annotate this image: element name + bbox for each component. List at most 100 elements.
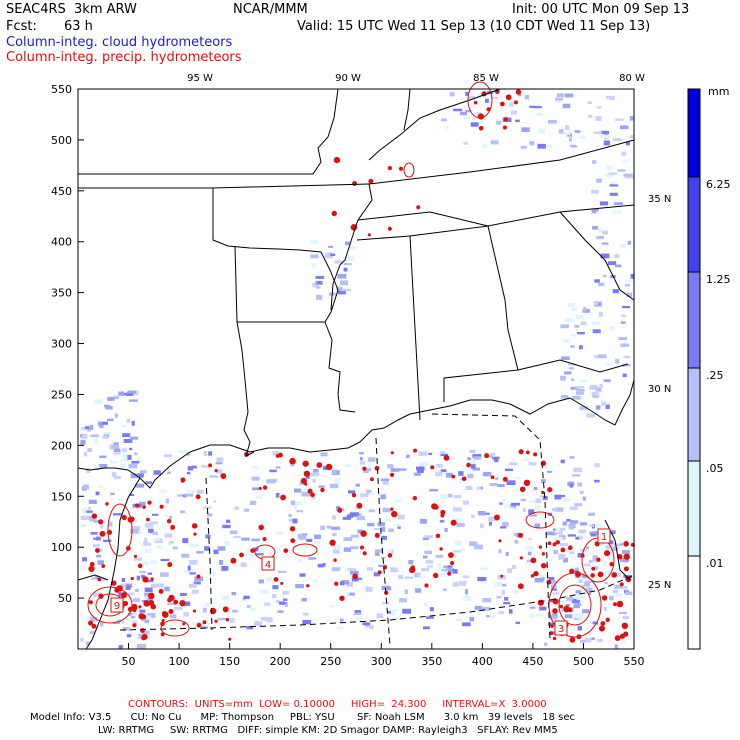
cloud-cell xyxy=(554,537,563,541)
cloud-cell xyxy=(528,462,537,466)
precip-cell xyxy=(389,472,395,477)
cloud-cell xyxy=(144,522,154,528)
cloud-cell xyxy=(120,459,129,462)
cloud-cell xyxy=(293,501,303,506)
cloud-cell xyxy=(496,595,502,599)
precip-cell xyxy=(111,581,116,586)
cloud-cell xyxy=(553,549,559,555)
cloud-cell xyxy=(626,292,633,298)
cloud-cell xyxy=(318,485,325,488)
cloud-cell xyxy=(137,457,142,463)
cloud-cell xyxy=(585,587,593,592)
colorbar-band-6 xyxy=(688,556,700,649)
cloud-cell xyxy=(208,451,213,456)
precip-cell xyxy=(500,101,505,107)
cloud-cell xyxy=(353,612,362,616)
precip-cell xyxy=(411,565,415,569)
contour-value-boxes: 4 9 3 1 xyxy=(110,528,611,636)
cloud-cell xyxy=(603,606,608,612)
cloud-cell xyxy=(103,431,112,435)
cloud-cell xyxy=(452,550,462,553)
contour-ring xyxy=(292,543,318,557)
cloud-cell xyxy=(126,392,134,396)
cloud-cell xyxy=(565,125,570,131)
cloud-cell xyxy=(579,345,583,350)
cloud-cell xyxy=(610,546,619,552)
precip-cell xyxy=(222,606,229,613)
precip-cell xyxy=(623,541,629,547)
precip-cell xyxy=(97,577,102,582)
cloud-cell xyxy=(498,611,505,615)
cloud-cell xyxy=(566,596,574,601)
cloud-cell xyxy=(443,588,447,592)
precip-cell xyxy=(525,450,530,455)
cloud-cell xyxy=(113,448,121,453)
cloud-cell xyxy=(178,450,187,454)
cloud-cell xyxy=(421,567,430,572)
cloud-cell xyxy=(82,557,88,562)
contour-box-3 xyxy=(554,620,568,636)
cloud-cell xyxy=(514,589,520,594)
cloud-cell xyxy=(381,602,389,605)
cloud-cell xyxy=(167,602,177,606)
precip-cell xyxy=(180,477,186,483)
cloud-cell xyxy=(547,580,557,585)
cloud-cell xyxy=(183,601,191,607)
cloud-cell xyxy=(128,592,135,596)
cloud-cell xyxy=(563,498,571,503)
cloud-cell xyxy=(380,494,386,500)
cloud-cell xyxy=(144,579,154,583)
cloud-cell xyxy=(112,621,121,624)
precip-cell xyxy=(369,477,374,482)
cloud-cell xyxy=(187,565,191,571)
cloud-cell xyxy=(528,537,532,541)
cloud-cell xyxy=(100,524,104,529)
precip-cell xyxy=(150,577,154,581)
cloud-cell xyxy=(422,626,430,630)
cloud-cell xyxy=(131,460,140,464)
cloud-cell xyxy=(483,471,492,477)
precip-cell xyxy=(552,636,557,641)
contour-box-4 xyxy=(261,556,275,571)
precip-cell xyxy=(362,466,367,471)
precip-cell xyxy=(390,451,394,455)
cloud-cell xyxy=(218,559,224,565)
cloud-cell xyxy=(438,566,447,570)
cloud-cell xyxy=(469,450,476,453)
cloud-cell xyxy=(81,508,87,514)
cloud-cell xyxy=(382,507,392,513)
precip-cell xyxy=(430,465,435,470)
precip-cell xyxy=(466,462,471,468)
cloud-cell xyxy=(417,470,424,473)
cloud-cell xyxy=(86,468,91,474)
cloud-cell xyxy=(619,244,627,248)
cloud-cell xyxy=(469,541,478,547)
cloud-cell xyxy=(564,371,572,375)
cloud-cell xyxy=(402,608,412,614)
cloud-cell xyxy=(338,290,346,295)
contour-box-1-label: 1 xyxy=(601,532,607,543)
cloud-cell xyxy=(514,540,519,544)
cloud-cell xyxy=(336,544,342,549)
cloud-cell xyxy=(196,551,204,554)
cloud-cell xyxy=(159,490,167,493)
cloud-cell xyxy=(344,463,352,468)
cloud-cell xyxy=(316,294,323,300)
cloud-cell xyxy=(562,521,567,526)
precip-cell xyxy=(439,547,443,551)
cloud-cell xyxy=(614,202,623,206)
cloud-cell xyxy=(534,523,540,529)
cloud-cell xyxy=(497,484,505,488)
cloud-cell xyxy=(85,641,91,646)
cloud-cell xyxy=(596,106,602,109)
cloud-cell xyxy=(180,592,187,597)
cloud-cell xyxy=(504,597,509,601)
cloud-cell xyxy=(544,578,549,582)
cloud-cell xyxy=(558,494,566,498)
precip-cell xyxy=(519,486,526,493)
cloud-cell xyxy=(605,363,613,366)
precip-cell xyxy=(367,233,371,237)
missouri-boundary xyxy=(78,88,339,175)
cloud-cell xyxy=(314,541,321,545)
cloud-cell xyxy=(206,513,213,517)
